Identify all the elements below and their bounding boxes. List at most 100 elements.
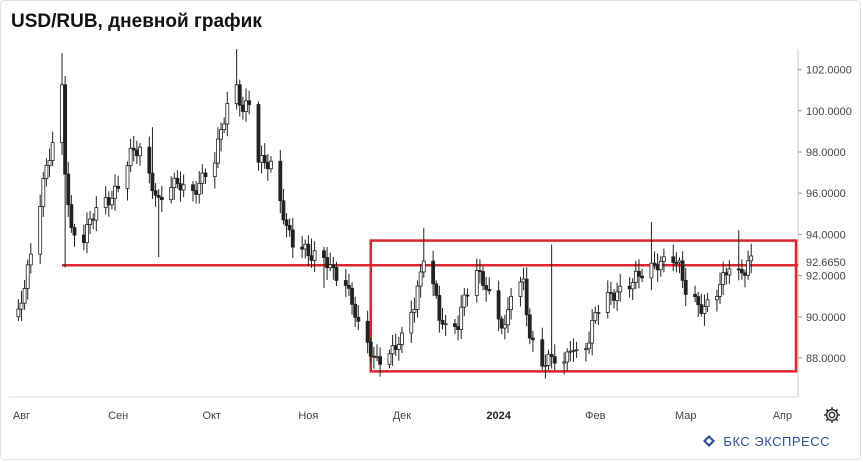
candle-body	[421, 260, 426, 273]
x-tick-label: Мар	[675, 410, 697, 422]
candle-body	[244, 100, 248, 112]
candle-body	[736, 268, 741, 271]
candle-body	[353, 303, 358, 318]
candle-body	[281, 200, 286, 221]
candle-body	[269, 160, 273, 170]
y-tick-label: 92.0000	[806, 271, 846, 283]
candle-body	[549, 353, 554, 358]
candle-body	[487, 289, 492, 292]
candle-body	[618, 285, 623, 293]
candle-body	[334, 267, 339, 281]
candle-body	[175, 177, 180, 185]
candle-body	[630, 282, 635, 290]
candle-body	[434, 283, 439, 296]
candle-body	[159, 196, 164, 201]
candle-body	[81, 234, 86, 244]
candle-body	[637, 270, 641, 277]
candle-body	[375, 356, 379, 359]
candle-body	[562, 361, 567, 364]
candle-body	[116, 185, 121, 189]
candle-body	[658, 260, 663, 271]
chart-title: USD/RUB, дневной график	[11, 11, 262, 32]
candle-body	[343, 280, 348, 286]
candle-body	[571, 350, 576, 352]
candle-body	[66, 173, 71, 206]
candle-body	[540, 339, 545, 367]
candle-body	[605, 292, 610, 313]
y-tick-label: 94.0000	[806, 229, 846, 241]
candle-body	[290, 229, 295, 248]
candle-body	[219, 129, 223, 140]
x-tick-label: Сен	[108, 410, 128, 422]
x-tick-label: Апр	[773, 410, 792, 422]
candle-body	[194, 190, 199, 195]
candle-body	[371, 355, 376, 358]
candle-body	[203, 172, 208, 178]
candle-body	[683, 279, 688, 295]
candle-body	[633, 270, 638, 283]
bks-logo-icon	[703, 435, 716, 447]
candle-body	[216, 138, 220, 164]
candle-body	[627, 285, 632, 290]
candle-body	[365, 320, 370, 343]
candle-body	[640, 275, 644, 279]
candle-body	[387, 353, 392, 365]
y-tick-label: 90.0000	[806, 312, 846, 324]
candle-body	[739, 268, 744, 274]
y-tick-label: 100.0000	[806, 106, 852, 118]
grid-layer	[9, 49, 799, 398]
candle-body	[225, 103, 230, 125]
candle-body	[499, 318, 504, 329]
x-tick-label: Ноя	[298, 410, 318, 422]
candle-body	[518, 281, 523, 297]
y-tick-label: 88.0000	[806, 353, 846, 365]
candle-body	[418, 271, 423, 287]
candle-body	[496, 290, 501, 320]
candle-body	[47, 160, 52, 166]
candle-body	[134, 149, 139, 157]
candle-body	[721, 272, 726, 285]
candle-body	[303, 243, 308, 250]
candle-body	[38, 206, 43, 255]
candle-body	[262, 155, 267, 163]
brand-logo: БКС ЭКСПРЕСС	[701, 433, 830, 449]
candle-body	[509, 295, 513, 310]
candle-body	[356, 316, 361, 322]
candle-body	[350, 287, 354, 305]
candle-body	[527, 314, 532, 339]
candle-body	[484, 285, 489, 290]
x-tick-label: Дек	[393, 410, 412, 422]
candle-body	[584, 348, 588, 351]
candle-body	[412, 309, 417, 313]
candle-body	[309, 255, 314, 261]
candle-body	[125, 165, 130, 189]
candle-body	[181, 184, 186, 191]
current-price-label: 92.6650	[806, 257, 846, 269]
candle-body	[749, 255, 754, 262]
x-tick-label: Окт	[202, 410, 221, 422]
gear-icon[interactable]	[822, 405, 842, 425]
candle-body	[546, 353, 551, 366]
candle-body	[172, 177, 177, 188]
candle-body	[16, 308, 21, 318]
candle-body	[287, 225, 292, 231]
candle-layer	[16, 49, 754, 379]
candle-body	[306, 243, 311, 257]
candle-body	[284, 219, 289, 226]
candle-body	[378, 356, 383, 365]
candle-body	[674, 262, 679, 264]
candle-body	[322, 250, 326, 258]
candle-body	[256, 104, 261, 163]
candle-body	[718, 283, 722, 297]
candle-body	[574, 349, 579, 352]
candle-body	[69, 204, 74, 229]
candle-body	[596, 312, 601, 314]
candle-body	[400, 332, 404, 345]
candle-body	[543, 365, 548, 367]
candle-body	[110, 197, 114, 206]
candle-body	[41, 178, 46, 207]
candle-body	[106, 197, 111, 206]
candle-body	[456, 326, 460, 331]
candle-body	[94, 207, 99, 221]
candle-body	[131, 147, 136, 151]
